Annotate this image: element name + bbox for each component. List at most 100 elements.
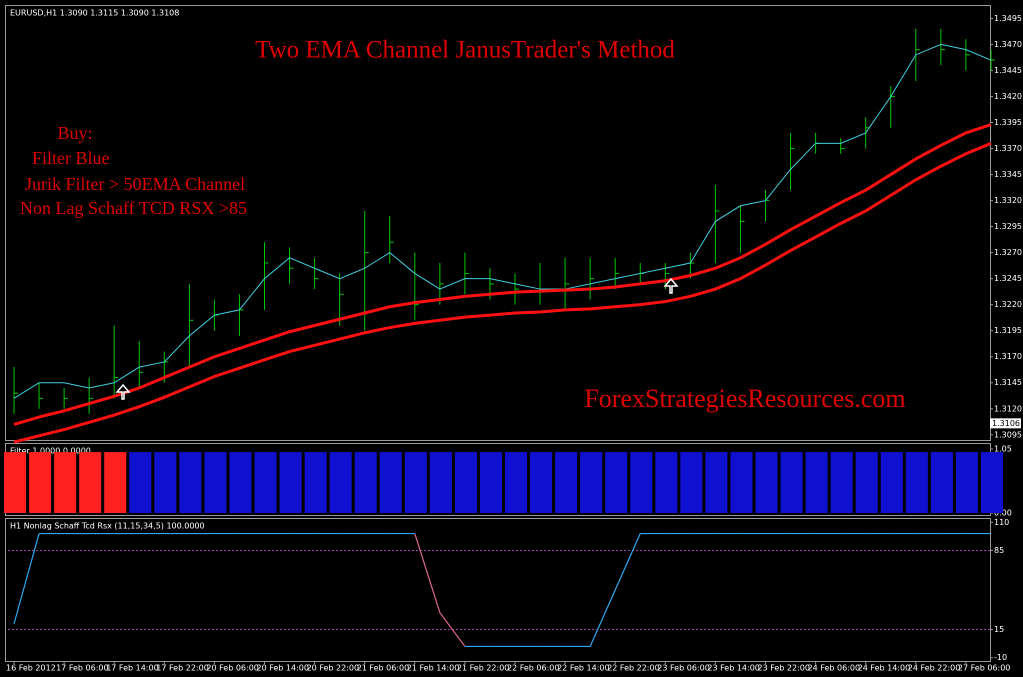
bar xyxy=(880,452,903,513)
y-tick-label: 1.3320 xyxy=(994,196,1022,205)
x-tick-label: 24 Feb 22:00 xyxy=(908,664,960,673)
y-tick-label: 1.3295 xyxy=(994,222,1022,231)
bar xyxy=(555,452,578,513)
bar xyxy=(855,452,878,513)
x-tick-label: 21 Feb 22:00 xyxy=(457,664,509,673)
bar xyxy=(354,452,377,513)
x-tick-label: 17 Feb 22:00 xyxy=(156,664,208,673)
bar xyxy=(479,452,502,513)
watermark: ForexStrategiesResources.com xyxy=(584,384,905,413)
y-tick-label: 1.05 xyxy=(994,445,1012,454)
x-tick-label: 20 Feb 06:00 xyxy=(206,664,258,673)
y-tick-label: 1.3445 xyxy=(994,66,1022,75)
bar xyxy=(454,452,477,513)
bar xyxy=(54,452,77,513)
x-tick-label: 22 Feb 06:00 xyxy=(507,664,559,673)
annotation: Non Lag Schaff TCD RSX >85 xyxy=(20,198,247,218)
y-tick-label: 1.3220 xyxy=(994,300,1022,309)
price-box xyxy=(990,418,1021,429)
x-tick-label: 17 Feb 06:00 xyxy=(56,664,108,673)
bar xyxy=(730,452,753,513)
x-tick-label: 22 Feb 22:00 xyxy=(607,664,659,673)
bar xyxy=(505,452,528,513)
y-tick-label: 1.3120 xyxy=(994,404,1022,413)
bar xyxy=(404,452,427,513)
annotation: Jurik Filter > 50EMA Channel xyxy=(25,174,245,194)
bar xyxy=(580,452,603,513)
y-tick-label: 15 xyxy=(994,625,1004,634)
buy-arrow xyxy=(663,277,679,294)
y-tick-label: 1.3245 xyxy=(994,274,1022,283)
y-tick-label: 1.3395 xyxy=(994,118,1022,127)
bar xyxy=(379,452,402,513)
x-tick-label: 16 Feb 2012 xyxy=(6,664,56,673)
y-tick-label: 1.3095 xyxy=(994,430,1022,439)
indicator-segment xyxy=(589,589,616,647)
x-tick-label: 20 Feb 22:00 xyxy=(307,664,359,673)
bar xyxy=(154,452,177,513)
bar xyxy=(104,452,127,513)
bar xyxy=(429,452,452,513)
bar xyxy=(29,452,52,513)
annotation: Buy: xyxy=(57,123,92,143)
y-tick-label: 110 xyxy=(994,518,1009,527)
bar xyxy=(304,452,327,513)
y-tick-label: 1.3420 xyxy=(994,92,1022,101)
y-tick-label: 1.3345 xyxy=(994,170,1022,179)
bar xyxy=(79,452,102,513)
y-tick-label: 1.3195 xyxy=(994,326,1022,335)
bar xyxy=(229,452,252,513)
bar xyxy=(705,452,728,513)
x-tick-label: 27 Feb 06:00 xyxy=(958,664,1010,673)
y-tick-label: 85 xyxy=(994,546,1004,555)
bar xyxy=(655,452,678,513)
x-tick-label: 21 Feb 14:00 xyxy=(407,664,459,673)
x-tick-label: 20 Feb 14:00 xyxy=(257,664,309,673)
x-tick-label: 24 Feb 06:00 xyxy=(808,664,860,673)
annotation: Filter Blue xyxy=(32,148,110,168)
x-tick-label: 24 Feb 14:00 xyxy=(858,664,910,673)
bar xyxy=(805,452,828,513)
header: EURUSD,H1 1.3090 1.3115 1.3090 1.3108 xyxy=(10,9,179,18)
indicator-line xyxy=(13,43,992,399)
main-frame xyxy=(5,5,991,441)
indicator-segment xyxy=(13,533,40,625)
x-tick-label: 21 Feb 06:00 xyxy=(357,664,409,673)
bar xyxy=(955,452,978,513)
y-tick-label: 1.3470 xyxy=(994,40,1022,49)
x-tick-label: 23 Feb 06:00 xyxy=(657,664,709,673)
y-tick-label: 1.3495 xyxy=(994,14,1022,23)
y-tick-label: -10 xyxy=(994,653,1007,662)
bar xyxy=(279,452,302,513)
bar xyxy=(179,452,202,513)
y-tick-label: 1.3145 xyxy=(994,378,1022,387)
bar xyxy=(204,452,227,513)
bar xyxy=(980,452,1003,513)
bar xyxy=(830,452,853,513)
bar xyxy=(605,452,628,513)
y-tick-label: 1.3370 xyxy=(994,144,1022,153)
y-tick-label: 1.3170 xyxy=(994,352,1022,361)
x-tick-label: 22 Feb 14:00 xyxy=(557,664,609,673)
x-tick-label: 23 Feb 14:00 xyxy=(707,664,759,673)
buy-arrow xyxy=(115,383,131,400)
y-tick-label: 1.3270 xyxy=(994,248,1022,257)
schaff-frame xyxy=(5,518,991,662)
indicator-segment xyxy=(439,612,466,647)
bar xyxy=(329,452,352,513)
bar xyxy=(630,452,653,513)
price-label: 1.3106 xyxy=(992,419,1020,428)
bar xyxy=(755,452,778,513)
indicator-segment xyxy=(414,533,441,613)
bar xyxy=(530,452,553,513)
bar xyxy=(254,452,277,513)
bar xyxy=(4,452,27,513)
bar xyxy=(905,452,928,513)
panel-title: Filter 1.0000 0.0000 xyxy=(10,447,91,456)
panel-title: H1 Nonlag Schaff Tcd Rsx (11,15,34,5) 10… xyxy=(10,522,205,531)
chart-title: Two EMA Channel JanusTrader's Method xyxy=(255,37,675,64)
indicator-segment xyxy=(614,533,641,591)
bar xyxy=(780,452,803,513)
